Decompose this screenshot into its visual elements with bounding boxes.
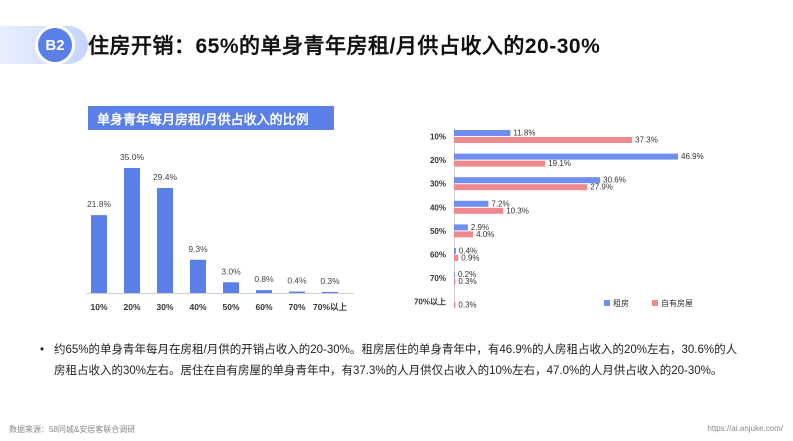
left-chart-title: 单身青年每月房租/月供占收入的比例 (88, 106, 334, 130)
y-tick-label: 20% (430, 156, 446, 165)
bar-value-label: 0.3% (458, 277, 476, 286)
x-tick-label: 20% (123, 302, 140, 312)
legend-label: 租房 (613, 298, 629, 308)
owned-bar (454, 302, 456, 309)
bar-value-label: 4.0% (476, 230, 494, 239)
owned-bar (454, 160, 546, 167)
x-tick-label: 40% (189, 302, 206, 312)
bar-value-label: 9.3% (188, 244, 208, 254)
footer-url: https://ai.anjuke.com/ (707, 424, 783, 433)
data-source: 数据来源：58同城&安居客联合调研 (9, 425, 136, 434)
owned-bar (454, 255, 459, 261)
bar-value-label: 0.8% (254, 274, 274, 284)
note-text: 约65%的单身青年每月在房租/月供的开销占收入的20-30%。租房居住的单身青年… (54, 344, 738, 377)
legend-label: 自有房屋 (661, 298, 693, 308)
owned-bar (454, 207, 504, 214)
bar-value-label: 35.0% (120, 152, 145, 162)
rent-bar (454, 130, 511, 136)
owned-bar (454, 184, 588, 191)
owned-bar (454, 231, 474, 238)
x-tick-label: 10% (90, 302, 107, 312)
note-bullet: • (40, 344, 45, 356)
bar (322, 291, 338, 293)
x-tick-label: 30% (156, 302, 173, 312)
bar-value-label: 3.0% (221, 266, 241, 276)
bar-value-label: 0.9% (461, 254, 479, 263)
y-tick-label: 50% (430, 227, 446, 236)
bar-value-label: 0.4% (287, 276, 307, 286)
bar-value-label: 7.2% (491, 199, 509, 208)
rent-bar (454, 177, 601, 184)
bar (190, 259, 206, 293)
y-tick-label: 70%以上 (414, 297, 446, 307)
bar-value-label: 0.3% (320, 276, 340, 286)
bar-value-label: 0.3% (458, 301, 476, 310)
bar-value-label: 2.9% (471, 223, 489, 232)
bar-value-label: 30.6% (603, 176, 626, 185)
y-tick-label: 40% (430, 203, 446, 212)
bar-value-label: 27.9% (590, 183, 613, 192)
owned-bar (454, 278, 456, 285)
bar-value-label: 37.3% (635, 136, 658, 145)
owned-bar (454, 137, 633, 143)
summary-note: • 约65%的单身青年每月在房租/月供的开销占收入的20-30%。租房居住的单身… (40, 340, 744, 382)
bar (289, 291, 305, 293)
bar-value-label: 46.9% (681, 152, 704, 161)
y-tick-label: 70% (430, 274, 446, 283)
y-tick-label: 60% (430, 251, 446, 260)
rent-bar (454, 200, 489, 207)
rent-bar (454, 153, 678, 160)
bar-value-label: 19.1% (548, 159, 571, 168)
legend-swatch (604, 300, 610, 306)
rent-bar (454, 248, 456, 254)
page-title: 住房开销：65%的单身青年房租/月供占收入的20-30% (88, 35, 601, 58)
x-tick-label: 60% (255, 302, 272, 312)
bar (124, 168, 140, 293)
bar-value-label: 10.3% (506, 206, 529, 215)
bar (223, 282, 239, 293)
bar-value-label: 0.4% (459, 247, 477, 256)
bar-value-label: 11.8% (513, 129, 535, 138)
bar (157, 188, 173, 293)
bar (91, 215, 107, 293)
rent-bar (454, 224, 468, 231)
y-tick-label: 30% (430, 180, 446, 189)
x-tick-label: 50% (222, 302, 239, 312)
x-tick-label: 70% (288, 302, 305, 312)
badge-number: B2 (38, 28, 72, 62)
rent-bar (454, 271, 455, 278)
legend-swatch (652, 300, 658, 306)
bar-value-label: 29.4% (153, 172, 178, 182)
section-badge: B2 (0, 26, 88, 64)
y-tick-label: 10% (430, 133, 446, 142)
bar-value-label: 0.2% (458, 270, 476, 279)
bar (256, 290, 272, 293)
bar-value-label: 21.8% (87, 199, 112, 209)
x-tick-label: 70%以上 (313, 302, 348, 312)
